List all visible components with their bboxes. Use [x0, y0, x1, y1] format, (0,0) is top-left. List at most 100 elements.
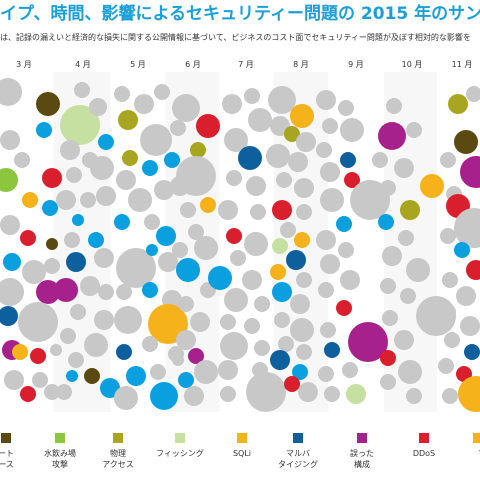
incident-bubble — [454, 130, 478, 154]
incident-bubble — [336, 300, 352, 316]
incident-bubble — [72, 214, 84, 226]
incident-bubble — [22, 260, 46, 284]
incident-bubble — [318, 282, 334, 298]
incident-bubble — [316, 230, 336, 250]
month-label: 5 月 — [130, 60, 146, 69]
incident-bubble — [350, 180, 390, 220]
incident-bubble — [286, 250, 306, 270]
incident-bubble — [250, 204, 266, 220]
incident-bubble — [280, 222, 296, 238]
month-label: 11 月 — [452, 60, 473, 69]
incident-bubble — [380, 278, 396, 294]
incident-bubble — [458, 376, 480, 412]
incident-bubble — [456, 286, 476, 306]
legend-label: ース — [0, 460, 14, 469]
incident-bubble — [344, 172, 360, 188]
incident-bubble — [294, 178, 314, 198]
incident-bubble — [170, 120, 186, 136]
incident-bubble — [156, 226, 176, 246]
incident-bubble — [142, 336, 158, 352]
incident-bubble — [272, 238, 288, 254]
incident-bubble — [324, 386, 340, 402]
incident-bubble — [380, 374, 396, 390]
legend-label: フィッシング — [156, 448, 204, 458]
incident-bubble — [98, 284, 114, 300]
incident-bubble — [246, 372, 286, 412]
legend-label: 構成 — [354, 459, 370, 469]
incident-bubble — [126, 366, 146, 386]
incident-bubble — [134, 94, 154, 114]
incident-bubble — [66, 167, 82, 183]
incident-bubble — [440, 152, 456, 168]
incident-bubble — [64, 232, 80, 248]
incident-bubble — [454, 242, 470, 258]
incident-bubble — [114, 86, 130, 102]
incident-bubble — [84, 333, 108, 357]
incident-bubble — [176, 258, 200, 282]
legend-swatch — [473, 433, 480, 443]
incident-bubble — [398, 360, 422, 384]
incident-bubble — [444, 332, 460, 348]
incident-bubble — [378, 214, 394, 230]
incident-bubble — [320, 162, 340, 182]
incident-bubble — [70, 304, 86, 320]
incident-bubble — [74, 82, 90, 98]
incident-bubble — [338, 242, 354, 258]
incident-bubble — [460, 156, 480, 188]
incident-bubble — [382, 246, 402, 266]
incident-bubble — [0, 168, 18, 192]
legend-label: ート — [0, 449, 14, 458]
incident-bubble — [184, 386, 204, 406]
incident-bubble — [0, 278, 24, 306]
incident-bubble — [4, 370, 24, 390]
incident-bubble — [386, 98, 402, 114]
legend-label: 水飲み場 — [44, 448, 76, 458]
incident-bubble — [266, 144, 290, 168]
incident-bubble — [270, 350, 290, 370]
incident-bubble — [194, 236, 218, 260]
legend-label: 誤った — [350, 448, 374, 458]
incident-bubble — [154, 180, 174, 200]
incident-bubble — [394, 158, 414, 178]
incident-bubble — [296, 204, 312, 220]
incident-bubble — [340, 270, 360, 290]
incident-bubble — [66, 252, 86, 272]
incident-bubble — [188, 348, 204, 364]
month-label: 8 月 — [293, 60, 309, 69]
incident-bubble — [56, 190, 76, 210]
incident-bubble — [194, 360, 218, 384]
incident-bubble — [220, 386, 236, 402]
incident-bubble — [54, 278, 78, 302]
incident-bubble — [88, 232, 104, 248]
legend-label: DDoS — [413, 449, 435, 458]
incident-bubble — [290, 318, 314, 342]
incident-bubble — [274, 312, 290, 328]
incident-bubble — [440, 228, 456, 244]
legend-label: 攻撃 — [52, 459, 68, 469]
incident-bubble — [442, 388, 458, 404]
incident-bubble — [230, 250, 246, 266]
incident-bubble — [292, 364, 308, 380]
incident-bubble — [378, 122, 406, 150]
incident-bubble — [276, 172, 292, 188]
incident-bubble — [220, 332, 248, 360]
incident-bubble — [298, 382, 318, 402]
incident-bubble — [372, 152, 388, 168]
incident-bubble — [30, 348, 46, 364]
incident-bubble — [208, 266, 232, 290]
chart-title: イプ、時間、影響によるセキュリティー問題の 2015 年のサンプル — [0, 4, 480, 24]
incident-bubble — [244, 232, 268, 256]
legend-label: マルバ — [286, 449, 310, 458]
incident-bubble — [320, 254, 340, 274]
incident-bubble — [460, 316, 480, 336]
incident-bubble — [68, 352, 84, 368]
incident-bubble — [178, 372, 194, 388]
incident-bubble — [36, 122, 52, 138]
incident-bubble — [224, 128, 248, 152]
incident-bubble — [118, 110, 138, 130]
incident-bubble — [60, 105, 100, 145]
incident-bubble — [128, 188, 152, 212]
incident-bubble — [158, 252, 178, 272]
incident-bubble — [46, 238, 58, 250]
